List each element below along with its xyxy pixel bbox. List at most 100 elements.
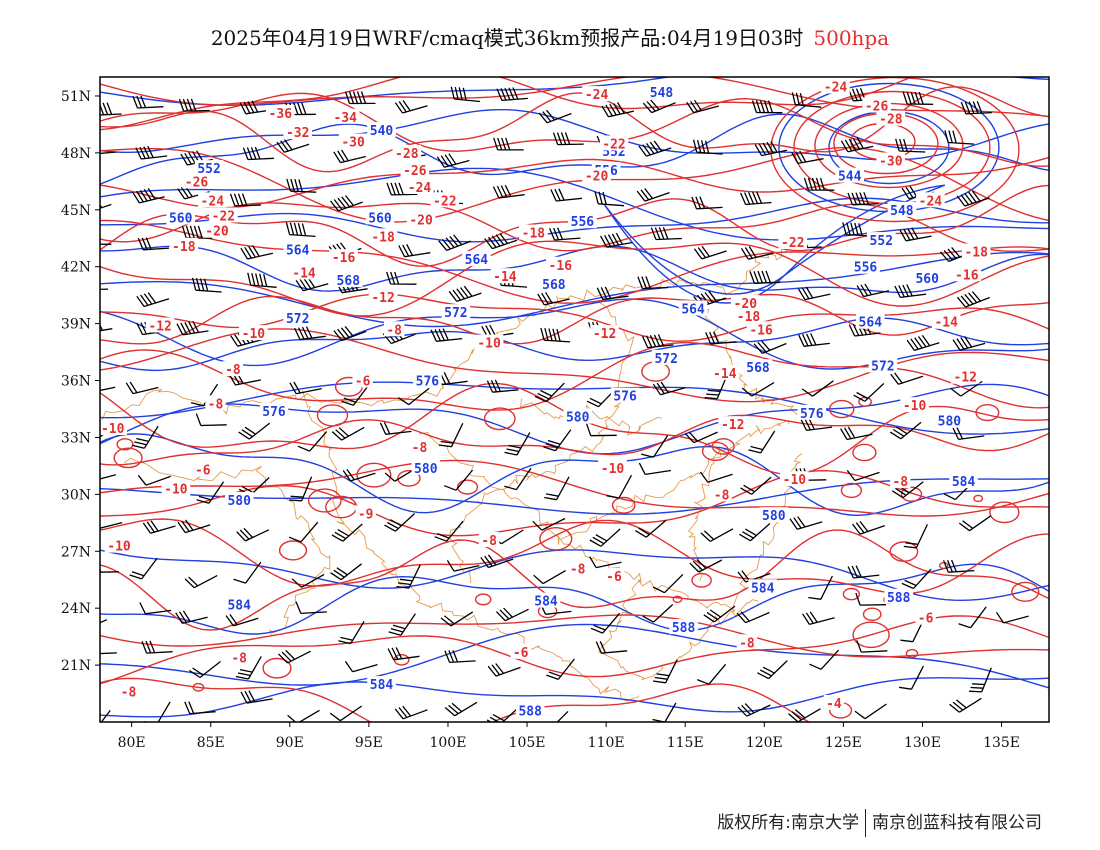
temperature-label: -10 [477,337,501,352]
temperature-label: -8 [739,636,755,651]
wind-barb [136,321,169,336]
wind-barb [848,322,881,337]
height-label: 580 [566,411,590,426]
temperature-label-bg [900,397,929,413]
wind-barb [895,138,926,153]
temperature-contour [116,438,134,451]
temperature-contour [852,621,890,649]
temperature-label: -8 [714,488,730,503]
temperature-contour [397,469,421,487]
wind-barb [901,568,932,590]
temperature-label-bg [890,473,911,489]
border-line [687,448,722,581]
height-label-bg [835,167,864,183]
temperature-label: -24 [824,81,848,96]
temperature-label-bg [711,486,732,502]
wind-barb [791,150,824,165]
wind-barb [125,381,159,395]
height-label: 548 [890,204,914,219]
lat-label: 45N [61,203,91,219]
temperature-label: -8 [892,475,908,490]
wind-barb [543,429,572,452]
height-label-bg [610,387,640,403]
wind-barb [705,331,737,345]
wind-barb [440,611,474,627]
wind-barb [800,417,833,432]
temperature-label: -8 [121,686,137,701]
wind-barb [650,226,682,241]
wind-barb [195,413,227,427]
temperature-label: -8 [208,397,224,412]
wind-barb [338,620,365,645]
wind-barb [906,335,940,352]
wind-barb [693,245,727,260]
temperature-contour [701,441,730,461]
pressure-level: 500hpa [813,26,890,50]
wind-barb [100,619,108,624]
temperature-label: -26 [403,164,427,179]
wind-barb [295,276,329,292]
wind-barb [344,91,376,105]
temperature-label: -10 [601,462,625,477]
lon-label: 120E [746,735,783,751]
temperature-contour [840,482,863,499]
temperature-label-bg [590,325,619,341]
height-contour [100,381,1049,435]
wind-barb [386,271,417,285]
temperature-label: -10 [101,422,125,437]
wind-barb [495,607,529,622]
temperature-label-bg [746,321,776,337]
temperature-label-bg [400,162,430,177]
temperature-contour [356,462,392,488]
temperature-label: -8 [412,441,428,456]
wind-barb [342,469,376,482]
wind-barb [388,613,416,636]
height-label-bg [797,404,827,420]
temperature-label-bg [950,368,980,384]
temperature-contour [100,529,1049,631]
wind-barb [137,237,170,251]
temperature-label: -18 [371,230,395,245]
lat-label: 27N [61,544,91,560]
height-contour [100,563,1049,635]
height-label-bg [867,232,896,248]
temperature-contour [100,293,1049,345]
wind-barb [240,245,274,260]
temperature-contour [842,587,861,601]
height-label: 576 [416,375,440,390]
wind-barb [950,380,983,397]
temperature-label-bg [330,108,360,124]
height-label-bg [515,702,545,718]
wind-barb [189,660,221,679]
temperature-label: -24 [201,194,225,209]
temperature-contour [611,496,636,514]
height-label-bg [884,588,913,604]
height-label-bg [647,84,676,100]
temperature-label-bg [229,649,250,665]
height-label-bg [568,213,597,229]
temperature-contour [474,593,492,606]
height-label: 572 [286,312,309,327]
temperature-label-bg [567,560,588,576]
temperature-label: -18 [172,240,196,255]
wind-barb [135,145,168,160]
temperature-label-bg [338,133,368,149]
wind-barb [797,286,831,301]
temperature-label: -20 [585,170,609,185]
wind-barb [949,697,982,713]
wind-barb [890,372,924,385]
temperature-label-bg [876,110,906,126]
temperature-label-bg [118,683,139,699]
wind-barb [894,284,927,299]
wind-barb [968,667,992,693]
temperature-contour [100,219,1049,304]
wind-barb [100,521,123,529]
height-label: 584 [227,598,251,613]
height-label: 560 [915,272,939,287]
temperature-label-bg [104,537,134,553]
wind-barb [903,524,928,549]
height-label: 580 [938,414,962,429]
wind-barb [556,710,569,722]
height-label-bg [334,272,363,287]
